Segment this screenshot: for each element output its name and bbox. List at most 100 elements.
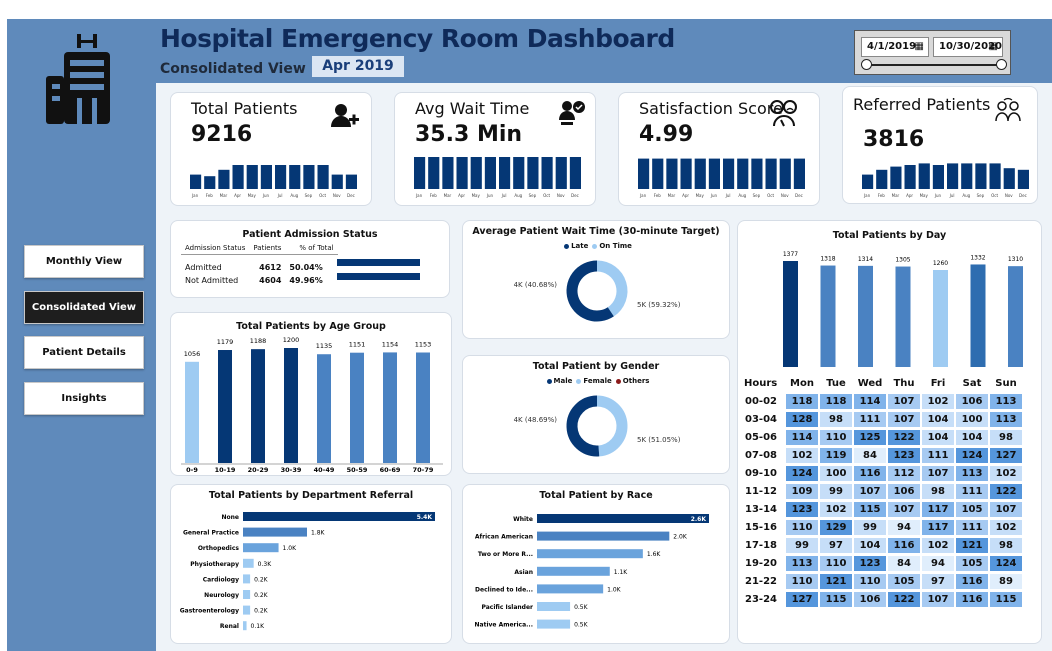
heatmap-hour-label: 00-02 xyxy=(745,396,777,407)
heatmap-hours-header[interactable]: Hours xyxy=(744,378,778,389)
spark-bar xyxy=(862,174,874,189)
kpi-card-total-patients: Total Patients 9216 Jan Feb Mar Apr May Jun Ju… xyxy=(170,92,372,206)
hbar-bar xyxy=(537,549,643,559)
table-row[interactable]: Admitted 4612 50.04% xyxy=(181,255,338,275)
heatmap-row: 17-18 99 97 104 116 102 121 98 xyxy=(744,538,1022,553)
category-label: 0-9 xyxy=(186,466,198,474)
spark-bar xyxy=(484,157,496,189)
bar-value-label: 1.8K xyxy=(311,530,326,537)
date-slider-end-handle[interactable] xyxy=(996,59,1007,70)
bar-value-label: 1332 xyxy=(970,254,985,261)
hbar-bar xyxy=(537,566,610,576)
end-date-input[interactable]: 10/30/2020 ▦ xyxy=(933,37,1003,57)
heatmap-cell: 84 xyxy=(888,556,920,571)
card-title: Patient Admission Status xyxy=(242,229,378,240)
bar-value-label: 1153 xyxy=(415,341,432,349)
spark-bar xyxy=(569,157,581,189)
nav-monthly-view-button[interactable]: Monthly View xyxy=(24,245,144,278)
date-range-slicer[interactable]: 4/1/2019 ▦ 10/30/2020 ▦ xyxy=(854,30,1011,75)
heatmap-cell: 107 xyxy=(922,466,954,481)
start-date-input[interactable]: 4/1/2019 ▦ xyxy=(861,37,929,57)
heatmap-day-header[interactable]: Tue xyxy=(826,378,846,389)
spark-month-label: Sep xyxy=(977,193,985,198)
category-label: African American xyxy=(475,534,533,541)
date-slider-start-handle[interactable] xyxy=(861,59,872,70)
spark-month-label: Nov xyxy=(1005,193,1013,198)
legend-marker xyxy=(546,378,552,384)
nav-insights-button[interactable]: Insights xyxy=(24,382,144,415)
column-header[interactable]: Patients xyxy=(253,244,282,252)
heatmap-hour-label: 13-14 xyxy=(745,504,777,515)
table-cell: 4612 xyxy=(259,263,282,272)
bar-value-label: 1310 xyxy=(1008,256,1023,263)
heatmap-day-header[interactable]: Sat xyxy=(962,378,982,389)
heatmap-day-header[interactable]: Fri xyxy=(930,378,946,389)
spark-bar xyxy=(204,176,216,189)
day-bar xyxy=(820,265,836,367)
chart-title: Total Patients by Department Referral xyxy=(208,490,414,501)
spark-month-label: Jul xyxy=(725,193,731,198)
heatmap-cell: 122 xyxy=(888,592,920,607)
heatmap-cell: 106 xyxy=(956,394,988,409)
calendar-icon[interactable]: ▦ xyxy=(914,41,924,52)
spark-month-label: May xyxy=(696,193,705,198)
bar-value-label: 1318 xyxy=(820,256,835,263)
admission-status-card: Patient Admission Status Admission Statu… xyxy=(170,220,450,298)
bar-value-label: 1135 xyxy=(316,342,333,350)
kpi-sparkbar-chart: Jan Feb Mar Apr May Jun Jul Aug Sep Oct Nov Dec xyxy=(414,157,581,198)
heatmap-cell: 127 xyxy=(990,448,1022,463)
admission-share-bar xyxy=(337,259,421,266)
heatmap-cell: 125 xyxy=(854,430,886,445)
date-slider-track[interactable] xyxy=(866,64,1001,66)
spark-month-label: Sep xyxy=(529,193,537,198)
category-label: Two or More R... xyxy=(478,551,533,558)
nav-patient-details-button[interactable]: Patient Details xyxy=(24,336,144,369)
spark-month-label: Oct xyxy=(767,193,774,198)
table-cell: Admitted xyxy=(185,263,222,272)
spark-bar xyxy=(947,163,959,189)
chart-title: Total Patient by Gender xyxy=(532,361,660,372)
hbar-bar xyxy=(243,621,247,631)
column-header[interactable]: Admission Status xyxy=(185,244,246,252)
start-date-value: 4/1/2019 xyxy=(867,41,917,52)
spark-bar xyxy=(1003,168,1015,189)
heatmap-cell: 102 xyxy=(820,502,852,517)
heatmap-day-header[interactable]: Sun xyxy=(995,378,1017,389)
age-group-chart-card: Total Patients by Age Group 1056 0-9 1179 1… xyxy=(170,312,452,476)
column-header[interactable]: % of Total xyxy=(299,244,334,252)
category-label: 20-29 xyxy=(248,466,269,474)
heatmap-cell: 98 xyxy=(990,430,1022,445)
kpi-value: 9216 xyxy=(191,122,253,147)
heatmap-cell: 104 xyxy=(922,430,954,445)
category-label: White xyxy=(513,516,533,523)
bar-value-label: 0.2K xyxy=(254,592,269,599)
spark-bar xyxy=(652,158,664,189)
spark-month-label: Dec xyxy=(1019,193,1027,198)
kpi-sparkbar-chart: Jan Feb Mar Apr May Jun Jul Aug Sep Oct Nov Dec xyxy=(638,158,805,198)
heatmap-cell: 124 xyxy=(956,448,988,463)
heatmap-cell: 106 xyxy=(854,592,886,607)
category-label: 30-39 xyxy=(281,466,302,474)
hbar-bar xyxy=(243,543,279,553)
table-row[interactable]: Not Admitted 4604 49.96% xyxy=(181,274,338,287)
heatmap-cell: 94 xyxy=(922,556,954,571)
heatmap-day-header[interactable]: Thu xyxy=(893,378,915,389)
spark-month-label: Mar xyxy=(892,193,900,198)
bar-value-label: 1.0K xyxy=(607,586,622,593)
spark-month-label: Feb xyxy=(654,193,662,198)
heatmap-cell: 94 xyxy=(888,520,920,535)
calendar-icon[interactable]: ▦ xyxy=(988,41,998,52)
heatmap-cell: 110 xyxy=(854,574,886,589)
heatmap-day-header[interactable]: Wed xyxy=(857,378,883,389)
heatmap-cell: 121 xyxy=(820,574,852,589)
spark-month-label: Jun xyxy=(710,193,718,198)
spark-bar xyxy=(303,165,315,189)
spark-bar xyxy=(442,157,454,189)
heatmap-day-header[interactable]: Mon xyxy=(790,378,814,389)
day-bar xyxy=(783,261,798,367)
hbar-bar xyxy=(537,584,604,594)
spark-month-label: Sep xyxy=(305,193,313,198)
nav-consolidated-view-button[interactable]: Consolidated View xyxy=(24,291,144,324)
heatmap-hour-label: 17-18 xyxy=(745,540,777,551)
chart-title: Average Patient Wait Time (30-minute Tar… xyxy=(472,226,720,237)
